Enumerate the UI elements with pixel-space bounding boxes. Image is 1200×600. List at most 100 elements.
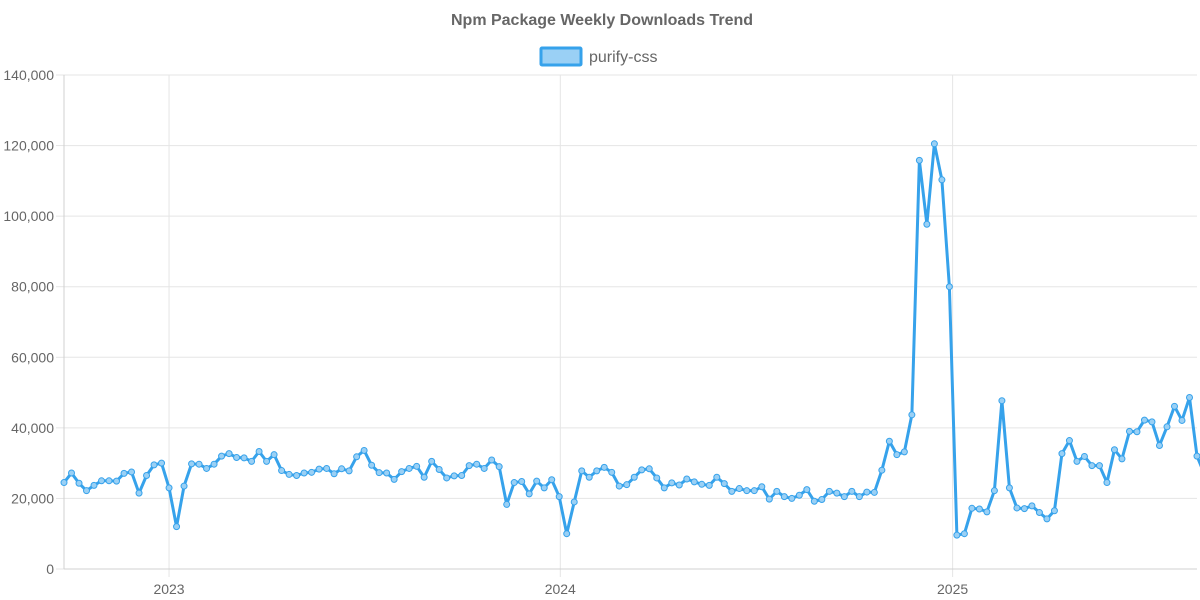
- data-point[interactable]: [398, 468, 406, 476]
- data-point[interactable]: [998, 397, 1006, 405]
- data-point[interactable]: [885, 437, 893, 445]
- data-point[interactable]: [668, 479, 676, 487]
- data-point[interactable]: [338, 465, 346, 473]
- data-point[interactable]: [165, 484, 173, 492]
- data-point[interactable]: [660, 484, 668, 492]
- data-point[interactable]: [435, 465, 443, 473]
- data-point[interactable]: [878, 466, 886, 474]
- data-point[interactable]: [945, 283, 953, 291]
- data-point[interactable]: [608, 468, 616, 476]
- data-point[interactable]: [1193, 452, 1200, 460]
- data-point[interactable]: [788, 494, 796, 502]
- data-point[interactable]: [278, 467, 286, 475]
- data-point[interactable]: [270, 451, 278, 459]
- data-point[interactable]: [630, 473, 638, 481]
- data-point[interactable]: [105, 477, 113, 485]
- data-point[interactable]: [555, 493, 563, 501]
- data-point[interactable]: [368, 461, 376, 469]
- data-point[interactable]: [405, 464, 413, 472]
- data-point[interactable]: [150, 461, 158, 469]
- data-point[interactable]: [1186, 394, 1193, 402]
- data-point[interactable]: [915, 156, 923, 164]
- data-point[interactable]: [683, 475, 691, 483]
- data-point[interactable]: [870, 488, 878, 496]
- data-point[interactable]: [825, 487, 833, 495]
- data-point[interactable]: [705, 481, 713, 489]
- data-point[interactable]: [353, 453, 361, 461]
- data-point[interactable]: [623, 481, 631, 489]
- data-point[interactable]: [98, 477, 106, 485]
- data-point[interactable]: [653, 474, 661, 482]
- data-point[interactable]: [1118, 455, 1126, 463]
- legend-label[interactable]: purify-css: [589, 49, 657, 66]
- data-point[interactable]: [285, 470, 293, 478]
- data-point[interactable]: [60, 479, 68, 487]
- data-point[interactable]: [255, 448, 263, 455]
- data-point[interactable]: [1103, 479, 1111, 487]
- data-point[interactable]: [923, 220, 931, 228]
- data-point[interactable]: [563, 530, 571, 538]
- data-point[interactable]: [390, 475, 398, 483]
- data-point[interactable]: [1050, 507, 1058, 515]
- data-point[interactable]: [128, 468, 136, 476]
- data-point[interactable]: [525, 490, 533, 498]
- data-point[interactable]: [960, 530, 968, 538]
- data-point[interactable]: [263, 457, 271, 465]
- data-point[interactable]: [893, 451, 901, 459]
- data-point[interactable]: [1058, 450, 1066, 458]
- legend-swatch[interactable]: [539, 46, 583, 67]
- data-point[interactable]: [533, 477, 541, 485]
- data-point[interactable]: [503, 500, 511, 508]
- data-point[interactable]: [510, 479, 518, 487]
- data-point[interactable]: [1028, 502, 1036, 510]
- data-point[interactable]: [938, 176, 946, 184]
- data-point[interactable]: [698, 480, 706, 488]
- data-point[interactable]: [1178, 416, 1186, 424]
- data-point[interactable]: [848, 487, 856, 495]
- data-point[interactable]: [1133, 428, 1141, 436]
- data-point[interactable]: [690, 478, 698, 486]
- data-point[interactable]: [1088, 462, 1096, 470]
- data-point[interactable]: [443, 474, 451, 482]
- data-point[interactable]: [975, 505, 983, 513]
- data-point[interactable]: [323, 464, 331, 472]
- data-point[interactable]: [1073, 457, 1081, 465]
- data-point[interactable]: [308, 468, 316, 476]
- data-point[interactable]: [758, 483, 766, 491]
- data-point[interactable]: [1125, 427, 1133, 435]
- data-point[interactable]: [795, 491, 803, 499]
- data-point[interactable]: [593, 467, 601, 475]
- data-point[interactable]: [345, 467, 353, 475]
- data-point[interactable]: [113, 477, 121, 485]
- data-point[interactable]: [645, 465, 653, 473]
- data-point[interactable]: [1005, 484, 1013, 492]
- data-point[interactable]: [480, 464, 488, 472]
- data-point[interactable]: [120, 469, 128, 477]
- data-point[interactable]: [548, 476, 556, 484]
- data-point[interactable]: [728, 487, 736, 495]
- data-point[interactable]: [83, 487, 91, 495]
- data-point[interactable]: [1013, 504, 1021, 512]
- data-point[interactable]: [180, 482, 188, 490]
- data-point[interactable]: [1148, 418, 1156, 426]
- data-point[interactable]: [473, 460, 481, 468]
- data-point[interactable]: [1095, 462, 1103, 470]
- data-point[interactable]: [930, 140, 938, 148]
- data-point[interactable]: [135, 489, 143, 497]
- data-point[interactable]: [315, 465, 323, 473]
- data-point[interactable]: [420, 473, 428, 481]
- data-point[interactable]: [1065, 437, 1073, 445]
- data-point[interactable]: [968, 504, 976, 512]
- data-point[interactable]: [488, 456, 496, 464]
- data-point[interactable]: [1043, 515, 1051, 523]
- data-point[interactable]: [383, 469, 391, 477]
- data-point[interactable]: [840, 493, 848, 501]
- data-point[interactable]: [495, 463, 503, 471]
- data-point[interactable]: [1140, 416, 1148, 424]
- data-point[interactable]: [818, 495, 826, 503]
- data-point[interactable]: [450, 472, 458, 480]
- data-point[interactable]: [833, 489, 841, 497]
- data-point[interactable]: [750, 487, 758, 495]
- data-point[interactable]: [330, 470, 338, 478]
- data-point[interactable]: [75, 479, 83, 487]
